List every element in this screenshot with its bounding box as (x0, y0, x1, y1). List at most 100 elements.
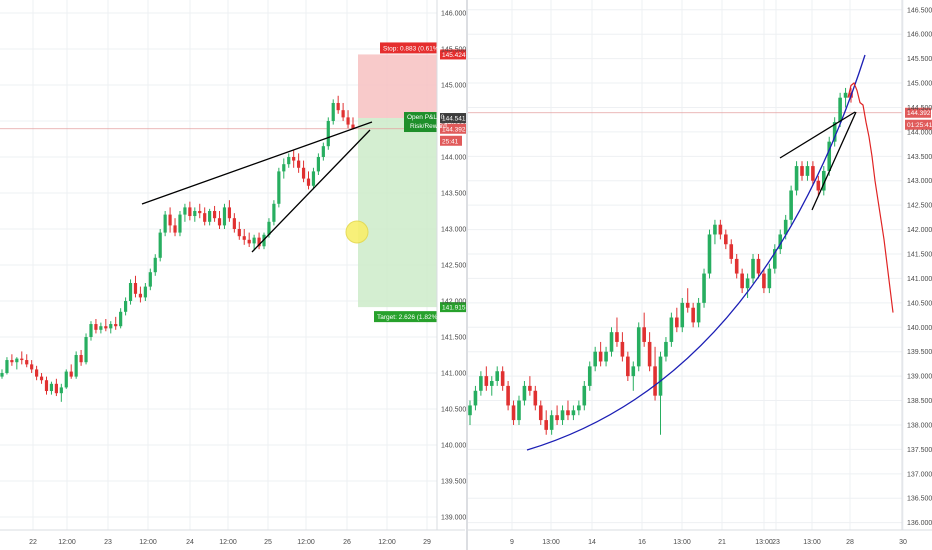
y-tick-label: 143.500 (907, 154, 932, 161)
x-tick-label: 21 (718, 539, 726, 546)
candle-body (173, 225, 177, 233)
candle-body (658, 356, 663, 396)
y-tick-label: 139.500 (907, 349, 932, 356)
candle-body (598, 351, 603, 362)
candle-body (631, 366, 636, 377)
candle-body (511, 405, 516, 421)
candle-body (778, 234, 783, 250)
candle-body (751, 258, 755, 279)
x-tick-label: 29 (423, 539, 431, 546)
y-tick-label: 138.000 (907, 422, 932, 429)
candle-body (252, 237, 256, 244)
candle-body (44, 380, 49, 392)
current-price-tag-box (905, 107, 931, 118)
target-price-tag-box (440, 302, 466, 313)
candle-body (604, 351, 608, 362)
candle-body (773, 249, 777, 269)
y-tick-label: 146.000 (441, 10, 466, 17)
x-tick-label: 30 (899, 539, 907, 546)
candle-body (653, 366, 657, 396)
y-tick-label: 144.000 (441, 154, 466, 161)
y-tick-label: 140.000 (907, 325, 932, 332)
x-tick-label: 12:00 (219, 539, 237, 546)
x-tick-label: 13:00 (755, 539, 773, 546)
candle-body (351, 124, 355, 129)
candle-body (620, 341, 625, 357)
candle-body (326, 120, 330, 147)
candle-body (123, 301, 128, 312)
candle-body (242, 236, 246, 240)
stop-label: Stop: 0.883 (0.61%) (383, 45, 441, 52)
candle-body (734, 258, 739, 274)
x-tick-label: 28 (846, 539, 854, 546)
y-tick-label: 142.000 (441, 299, 466, 306)
last-price-tag: 144.541 (442, 116, 466, 123)
candle-body (39, 376, 44, 381)
y-tick-label: 136.500 (907, 496, 932, 503)
candle-body (54, 383, 58, 394)
candle-body (10, 360, 14, 363)
y-tick-label: 143.500 (441, 190, 466, 197)
target-label-box (374, 311, 440, 323)
candle-body (821, 170, 826, 191)
x-tick-label: 22 (29, 539, 37, 546)
candle-body (789, 190, 793, 220)
open-pl-label: Open P&L: 0 (407, 114, 445, 121)
projected-price-path (847, 82, 894, 313)
candle-body (193, 210, 197, 217)
y-tick-label: 141.000 (907, 276, 932, 283)
candle-body (615, 332, 619, 342)
candle-body (79, 355, 83, 363)
y-tick-label: 138.500 (907, 398, 932, 405)
x-tick-label: 23 (104, 539, 112, 546)
y-tick-label: 139.000 (441, 515, 466, 522)
candle-body (729, 244, 734, 259)
candle-body (506, 385, 510, 406)
candle-body (267, 221, 271, 235)
target-label: Target: 2.626 (1.82%) (377, 314, 440, 321)
candle-body (756, 258, 761, 274)
candle-body (287, 156, 291, 165)
stop-price-tag-box (440, 49, 466, 60)
countdown-tag: 25:41 (442, 138, 459, 145)
candle-body (148, 272, 152, 287)
candle-body (316, 156, 320, 172)
candle-body (336, 102, 340, 111)
candle-body (571, 410, 576, 416)
stop-label-box (380, 42, 442, 54)
wedge-upper-trendline (141, 121, 373, 205)
candle-body (282, 164, 286, 172)
y-tick-label: 141.500 (907, 252, 932, 259)
candle-body (114, 324, 118, 327)
candle-body (222, 207, 227, 226)
candle-body (35, 369, 39, 377)
candle-body (555, 415, 559, 421)
candle-body (203, 213, 207, 222)
candle-body (647, 341, 652, 367)
candle-body (49, 383, 54, 392)
candle-body (138, 293, 143, 298)
current-price-tag: 144.392 (907, 110, 931, 117)
candle-body (15, 358, 19, 363)
target-price-tag: 141.915 (442, 305, 466, 312)
candle-body (609, 332, 614, 352)
candle-body (696, 302, 701, 323)
parabolic-support-curve (526, 54, 866, 451)
candle-body (800, 166, 804, 176)
candle-body (707, 234, 712, 274)
x-tick-label: 9 (510, 539, 514, 546)
risk-reward-label: Risk/Reward (410, 123, 447, 130)
candle-body (636, 327, 641, 367)
candle-body (25, 360, 29, 365)
candle-body (321, 146, 325, 157)
candle-body (522, 385, 527, 401)
candle-body (99, 326, 103, 330)
candle-body (257, 237, 261, 247)
current-price-tag-box (440, 123, 466, 134)
candle-body (272, 203, 276, 222)
x-tick-label: 24 (186, 539, 194, 546)
x-tick-label: 13:00 (673, 539, 691, 546)
target-zone (358, 118, 437, 308)
candle-body (713, 224, 717, 235)
